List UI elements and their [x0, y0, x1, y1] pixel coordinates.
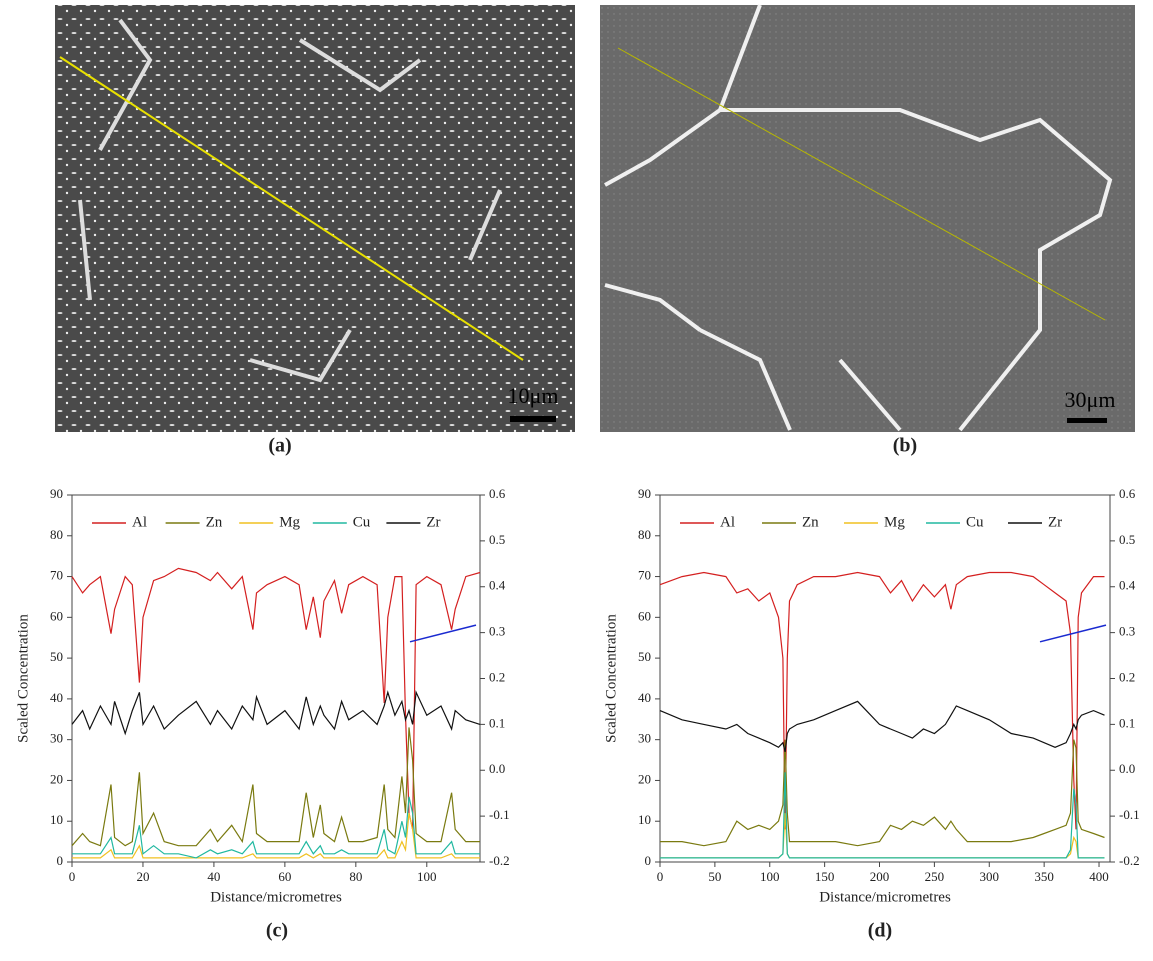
axis-arrow — [1039, 624, 1107, 643]
y2-tick-label: -0.2 — [1119, 853, 1140, 868]
scale-bar-label: 30μm — [1065, 387, 1116, 412]
data-line — [72, 796, 480, 859]
legend-label: Zn — [206, 514, 223, 530]
y-axis-label: Scaled Concentration — [15, 614, 31, 743]
micrograph-b: 30μm — [600, 4, 1135, 432]
y-tick-label: 30 — [638, 731, 651, 746]
legend-label: Mg — [279, 514, 300, 530]
y2-tick-label: -0.2 — [489, 853, 510, 868]
legend-label: Mg — [884, 514, 905, 530]
y-tick-label: 40 — [638, 690, 651, 705]
x-tick-label: 350 — [1034, 869, 1054, 884]
y2-tick-label: 0.5 — [1119, 532, 1135, 547]
y2-tick-label: 0.0 — [489, 761, 505, 776]
scale-bar-label: 10μm — [508, 383, 559, 408]
y-tick-label: 70 — [50, 568, 63, 583]
y-tick-label: 20 — [638, 771, 651, 786]
y-tick-label: 90 — [638, 486, 651, 501]
legend-label: Al — [132, 514, 147, 530]
y2-tick-label: 0.4 — [489, 578, 506, 593]
data-line — [660, 739, 1105, 847]
data-line — [659, 571, 1105, 830]
y-tick-label: 70 — [638, 568, 651, 583]
y-tick-label: 50 — [50, 649, 63, 664]
legend-label: Cu — [966, 514, 984, 530]
x-tick-label: 60 — [278, 869, 291, 884]
y-axis-label: Scaled Concentration — [603, 614, 619, 743]
y-tick-label: 60 — [50, 608, 63, 623]
x-tick-label: 20 — [136, 869, 149, 884]
y2-tick-label: 0.6 — [489, 486, 506, 501]
data-line — [72, 812, 480, 859]
y2-tick-label: 0.0 — [1119, 761, 1135, 776]
y2-tick-label: 0.3 — [489, 624, 505, 639]
x-tick-label: 300 — [980, 869, 1000, 884]
y-tick-label: 20 — [50, 771, 63, 786]
panel-caption: (b) — [893, 435, 917, 457]
y2-tick-label: 0.4 — [1119, 578, 1136, 593]
y-tick-label: 0 — [57, 853, 64, 868]
legend-label: Zr — [426, 514, 440, 530]
data-line — [660, 772, 1105, 859]
y2-tick-label: 0.5 — [489, 532, 505, 547]
legend-label: Cu — [353, 514, 371, 530]
y2-tick-label: 0.6 — [1119, 486, 1136, 501]
x-tick-label: 250 — [925, 869, 945, 884]
x-axis-label: Distance/micrometres — [210, 889, 342, 905]
y2-tick-label: 0.2 — [489, 669, 505, 684]
data-line — [659, 700, 1105, 753]
y2-tick-label: -0.1 — [1119, 807, 1140, 822]
y-tick-label: 0 — [645, 853, 652, 868]
y2-tick-label: 0.3 — [1119, 624, 1135, 639]
legend-label: Zr — [1048, 514, 1062, 530]
x-tick-label: 100 — [417, 869, 437, 884]
x-tick-label: 0 — [657, 869, 664, 884]
y2-tick-label: 0.2 — [1119, 669, 1135, 684]
x-tick-label: 400 — [1089, 869, 1109, 884]
x-tick-label: 50 — [708, 869, 721, 884]
x-tick-label: 150 — [815, 869, 835, 884]
y-tick-label: 40 — [50, 690, 63, 705]
axis-arrow — [409, 624, 477, 643]
y-tick-label: 90 — [50, 486, 63, 501]
micrograph-a: 10μm — [55, 5, 575, 432]
y2-tick-label: -0.1 — [489, 807, 510, 822]
y-tick-label: 80 — [638, 527, 651, 542]
data-line — [71, 690, 481, 736]
y-tick-label: 50 — [638, 649, 651, 664]
y-tick-label: 10 — [50, 812, 63, 827]
legend-label: Al — [720, 514, 735, 530]
y-tick-label: 30 — [50, 731, 63, 746]
legend-label: Zn — [802, 514, 819, 530]
x-axis-label: Distance/micrometres — [819, 889, 951, 905]
x-tick-label: 80 — [349, 869, 362, 884]
x-tick-label: 200 — [870, 869, 890, 884]
y-tick-label: 60 — [638, 608, 651, 623]
x-tick-label: 0 — [69, 869, 76, 884]
y-tick-label: 80 — [50, 527, 63, 542]
x-tick-label: 40 — [207, 869, 220, 884]
y2-tick-label: 0.1 — [489, 715, 505, 730]
y-tick-label: 10 — [638, 812, 651, 827]
plot-frame — [71, 494, 481, 863]
x-tick-label: 100 — [760, 869, 780, 884]
plot-frame — [659, 494, 1111, 863]
panel-caption: (c) — [266, 920, 288, 942]
y2-tick-label: 0.1 — [1119, 715, 1135, 730]
panel-caption: (d) — [868, 920, 892, 942]
data-line — [71, 727, 480, 847]
panel-caption: (a) — [268, 435, 291, 457]
